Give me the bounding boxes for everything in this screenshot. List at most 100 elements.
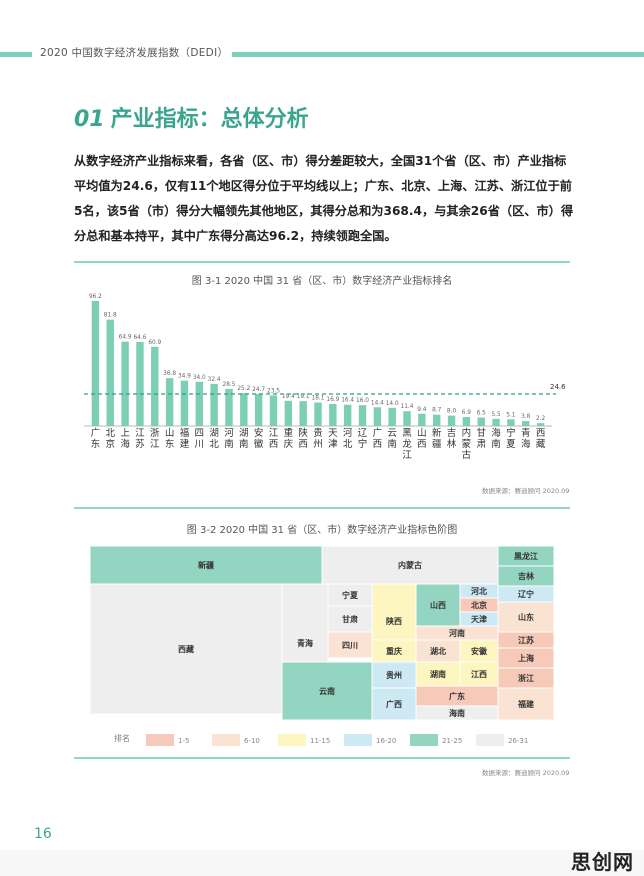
- category-label: 甘: [476, 427, 486, 439]
- category-label: 江: [269, 428, 279, 439]
- header-accent-left: [0, 52, 32, 57]
- region-label: 福建: [517, 699, 535, 709]
- bar-value-label: 34.9: [178, 374, 191, 380]
- region-label: 重庆: [386, 646, 402, 656]
- category-label: 西: [269, 439, 279, 450]
- category-label: 西: [536, 428, 546, 439]
- category-label: 云: [387, 428, 397, 439]
- region-label: 吉林: [518, 571, 534, 581]
- bar-value-label: 23.5: [267, 388, 280, 394]
- category-label: 重: [284, 427, 294, 439]
- category-label: 南: [491, 438, 501, 450]
- bar: [462, 417, 471, 426]
- region-label: 天津: [471, 614, 487, 624]
- region-tile: [371, 661, 417, 689]
- bar-value-label: 64.9: [119, 335, 132, 341]
- region-label: 甘肃: [342, 614, 358, 624]
- category-label: 吉: [447, 428, 457, 439]
- bar-value-label: 81.8: [104, 313, 117, 319]
- bar-value-label: 9.4: [417, 407, 427, 413]
- region-label: 宁夏: [342, 590, 359, 600]
- region-label: 青海: [297, 638, 313, 648]
- category-label: 夏: [506, 439, 516, 450]
- category-label: 北: [343, 439, 353, 450]
- region-label: 江苏: [518, 635, 534, 645]
- category-label: 古: [462, 449, 472, 461]
- category-label: 南: [239, 438, 249, 450]
- bar-value-label: 96.2: [89, 294, 102, 300]
- region-label: 广西: [386, 699, 402, 709]
- region-label: 海南: [449, 708, 465, 718]
- category-label: 福: [180, 427, 190, 439]
- bar: [536, 423, 545, 426]
- category-label: 东: [165, 438, 175, 450]
- region-tile: [327, 605, 373, 633]
- bar-value-label: 6.9: [462, 410, 472, 416]
- bar: [299, 401, 307, 426]
- site-watermark: 思创网: [571, 850, 634, 874]
- category-label: 海: [491, 427, 501, 439]
- legend-label: 11-15: [310, 737, 330, 745]
- average-label: 24.6: [550, 383, 566, 391]
- legend-swatch: [278, 734, 306, 746]
- bar-value-label: 11.4: [401, 404, 414, 410]
- region-label: 贵州: [386, 670, 402, 680]
- bar: [165, 378, 174, 426]
- category-label: 湖: [239, 428, 249, 439]
- bar: [210, 383, 218, 426]
- category-label: 东: [91, 438, 101, 450]
- region-label: 云南: [319, 686, 335, 696]
- bar: [314, 402, 322, 426]
- bar: [418, 413, 426, 426]
- region-tile: [415, 705, 499, 721]
- region-tile: [89, 583, 283, 715]
- bar: [388, 407, 396, 426]
- category-label: 苏: [135, 438, 145, 450]
- category-label: 湖: [209, 428, 219, 439]
- category-label: 京: [106, 438, 116, 450]
- bar-value-label: 14.0: [386, 401, 399, 407]
- bar: [254, 393, 263, 426]
- bar: [447, 415, 456, 426]
- category-label: 安: [254, 427, 264, 439]
- bar-value-label: 32.4: [208, 377, 221, 383]
- category-label: 宁: [358, 438, 368, 450]
- category-label: 江: [402, 450, 412, 461]
- legend-swatch: [146, 734, 174, 746]
- category-label: 黑: [402, 428, 412, 439]
- running-header: 2020 中国数字经济发展指数（DEDI）: [40, 47, 229, 59]
- bar-value-label: 6.5: [477, 411, 487, 417]
- bar: [240, 393, 248, 426]
- region-label: 四川: [342, 641, 358, 650]
- bar: [507, 419, 515, 426]
- bar-value-label: 19.1: [297, 394, 310, 400]
- category-label: 建: [180, 438, 190, 450]
- bar-value-label: 36.8: [163, 371, 176, 377]
- bar-value-label: 16.9: [326, 397, 339, 403]
- category-label: 疆: [432, 439, 442, 450]
- bar: [373, 407, 382, 426]
- bar: [91, 300, 100, 426]
- region-label: 湖南: [430, 669, 446, 679]
- category-label: 天: [328, 428, 338, 439]
- category-label: 北: [209, 439, 219, 450]
- category-label: 山: [165, 428, 175, 439]
- category-label: 宁: [506, 427, 516, 439]
- region-tile: [89, 545, 323, 585]
- category-label: 青: [521, 427, 531, 439]
- category-label: 贵: [313, 427, 323, 439]
- bar: [225, 388, 233, 426]
- bar-value-label: 2.2: [536, 416, 546, 422]
- page-number: 16: [34, 826, 52, 842]
- legend-label: 21-25: [442, 737, 462, 745]
- bar: [151, 346, 159, 426]
- bar: [269, 395, 278, 426]
- category-label: 浙: [150, 427, 160, 439]
- region-label: 新疆: [198, 560, 214, 570]
- legend-swatch: [476, 734, 504, 746]
- bar-value-label: 28.5: [223, 382, 236, 388]
- region-label: 河北: [471, 586, 487, 596]
- category-label: 川: [195, 439, 205, 450]
- chart2-title: 图 3-2 2020 中国 31 省（区、市）数字经济产业指标色阶图: [186, 525, 458, 536]
- legend-swatch: [344, 734, 372, 746]
